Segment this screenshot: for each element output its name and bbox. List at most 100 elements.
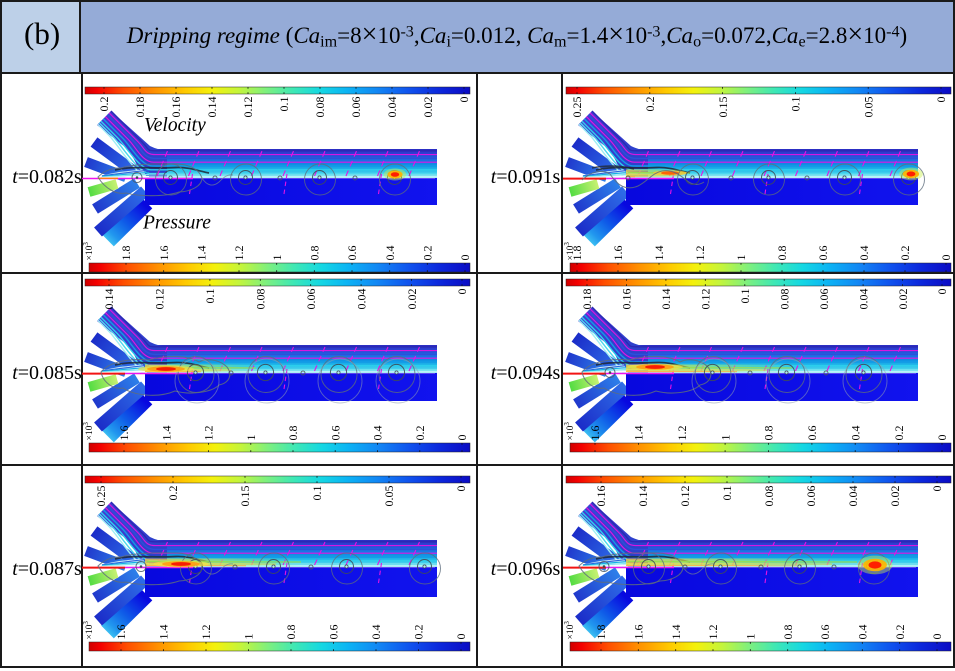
svg-text:0.1: 0.1 xyxy=(738,289,752,304)
svg-text:0.06: 0.06 xyxy=(804,486,818,507)
svg-text:0.02: 0.02 xyxy=(896,289,910,310)
svg-text:0.2: 0.2 xyxy=(892,426,906,441)
svg-text:0: 0 xyxy=(454,634,468,640)
svg-text:0.08: 0.08 xyxy=(777,289,791,310)
svg-text:Pressure: Pressure xyxy=(142,213,211,234)
svg-text:0.02: 0.02 xyxy=(405,289,419,310)
svg-text:Velocity: Velocity xyxy=(144,115,206,136)
svg-text:0.6: 0.6 xyxy=(816,246,830,261)
svg-text:1.4: 1.4 xyxy=(157,625,171,640)
svg-text:×103: ×103 xyxy=(563,422,576,441)
svg-text:0.14: 0.14 xyxy=(102,289,116,310)
svg-text:0.1: 0.1 xyxy=(310,486,324,501)
svg-text:1: 1 xyxy=(734,255,748,261)
svg-text:0.15: 0.15 xyxy=(716,97,730,118)
svg-text:0: 0 xyxy=(455,289,469,295)
svg-text:0.16: 0.16 xyxy=(620,289,634,310)
svg-text:1.2: 1.2 xyxy=(232,246,246,261)
svg-text:1.4: 1.4 xyxy=(652,246,666,261)
svg-text:1.6: 1.6 xyxy=(632,625,646,640)
svg-text:0.14: 0.14 xyxy=(659,289,673,310)
svg-text:1.2: 1.2 xyxy=(199,625,213,640)
svg-text:1.2: 1.2 xyxy=(675,426,689,441)
svg-text:1.6: 1.6 xyxy=(117,426,131,441)
svg-text:0.1: 0.1 xyxy=(277,97,291,112)
svg-text:0.05: 0.05 xyxy=(861,97,875,118)
svg-text:0: 0 xyxy=(930,486,944,492)
svg-text:0.2: 0.2 xyxy=(97,97,111,112)
svg-text:0.25: 0.25 xyxy=(570,97,584,118)
svg-text:×103: ×103 xyxy=(563,242,576,261)
svg-text:0.4: 0.4 xyxy=(857,246,871,261)
svg-text:0.4: 0.4 xyxy=(856,625,870,640)
svg-text:0: 0 xyxy=(939,255,953,261)
svg-text:0.4: 0.4 xyxy=(848,426,862,441)
svg-text:1: 1 xyxy=(244,435,258,441)
svg-text:0.12: 0.12 xyxy=(241,97,255,118)
svg-text:0.6: 0.6 xyxy=(328,426,342,441)
svg-text:0: 0 xyxy=(455,435,469,441)
svg-text:1: 1 xyxy=(744,634,758,640)
svg-text:0.2: 0.2 xyxy=(413,426,427,441)
svg-text:0.2: 0.2 xyxy=(166,486,180,501)
svg-text:1: 1 xyxy=(718,435,732,441)
svg-text:0.12: 0.12 xyxy=(699,289,713,310)
svg-text:0.2: 0.2 xyxy=(898,246,912,261)
svg-text:0.14: 0.14 xyxy=(205,97,219,118)
svg-text:0.8: 0.8 xyxy=(781,625,795,640)
svg-text:×103: ×103 xyxy=(82,621,95,640)
svg-text:0.4: 0.4 xyxy=(371,426,385,441)
svg-text:0.8: 0.8 xyxy=(308,246,322,261)
svg-text:0: 0 xyxy=(458,255,472,261)
svg-text:0.1: 0.1 xyxy=(203,289,217,304)
svg-text:0.8: 0.8 xyxy=(775,246,789,261)
svg-text:0.04: 0.04 xyxy=(856,289,870,310)
svg-text:0: 0 xyxy=(457,97,471,103)
svg-text:0.2: 0.2 xyxy=(421,246,435,261)
svg-text:0.25: 0.25 xyxy=(94,486,108,507)
svg-text:0.08: 0.08 xyxy=(313,97,327,118)
svg-text:0.06: 0.06 xyxy=(304,289,318,310)
svg-text:1.8: 1.8 xyxy=(119,246,133,261)
svg-text:0.6: 0.6 xyxy=(818,625,832,640)
svg-text:0.8: 0.8 xyxy=(286,426,300,441)
svg-text:0.2: 0.2 xyxy=(412,625,426,640)
svg-text:0.05: 0.05 xyxy=(382,486,396,507)
svg-text:0.06: 0.06 xyxy=(349,97,363,118)
svg-text:0.1: 0.1 xyxy=(789,97,803,112)
svg-text:0.08: 0.08 xyxy=(762,486,776,507)
svg-text:1.6: 1.6 xyxy=(114,625,128,640)
svg-text:0.04: 0.04 xyxy=(354,289,368,310)
svg-text:×103: ×103 xyxy=(82,422,95,441)
svg-text:0.4: 0.4 xyxy=(383,246,397,261)
svg-text:1.6: 1.6 xyxy=(588,426,602,441)
svg-text:0.8: 0.8 xyxy=(284,625,298,640)
svg-text:1: 1 xyxy=(270,255,284,261)
svg-text:0: 0 xyxy=(934,97,948,103)
svg-text:1: 1 xyxy=(242,634,256,640)
svg-text:0.18: 0.18 xyxy=(580,289,594,310)
svg-text:0.6: 0.6 xyxy=(345,246,359,261)
svg-text:0.02: 0.02 xyxy=(421,97,435,118)
svg-text:×103: ×103 xyxy=(82,242,95,261)
svg-text:0.2: 0.2 xyxy=(643,97,657,112)
svg-text:1.4: 1.4 xyxy=(160,426,174,441)
svg-text:0.02: 0.02 xyxy=(888,486,902,507)
svg-text:1.4: 1.4 xyxy=(669,625,683,640)
svg-text:0.12: 0.12 xyxy=(153,289,167,310)
svg-text:1.2: 1.2 xyxy=(706,625,720,640)
svg-text:0.04: 0.04 xyxy=(846,486,860,507)
svg-text:0.6: 0.6 xyxy=(805,426,819,441)
svg-text:0.08: 0.08 xyxy=(254,289,268,310)
svg-text:×103: ×103 xyxy=(563,621,576,640)
svg-text:0: 0 xyxy=(454,486,468,492)
svg-text:0.06: 0.06 xyxy=(817,289,831,310)
svg-text:1.2: 1.2 xyxy=(693,246,707,261)
svg-text:0.15: 0.15 xyxy=(238,486,252,507)
svg-text:0.4: 0.4 xyxy=(369,625,383,640)
svg-text:0: 0 xyxy=(935,435,949,441)
svg-text:0.16: 0.16 xyxy=(594,486,608,507)
svg-text:0.8: 0.8 xyxy=(762,426,776,441)
svg-text:1.8: 1.8 xyxy=(594,625,608,640)
svg-text:1.6: 1.6 xyxy=(157,246,171,261)
